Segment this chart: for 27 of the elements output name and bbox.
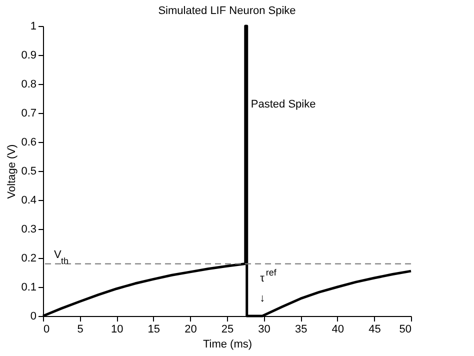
y-tick-label: 0.5 (21, 166, 36, 178)
y-tick-label: 0.7 (21, 108, 36, 120)
annotation: ↓ (260, 292, 266, 305)
x-tick-label: 35 (294, 324, 308, 336)
x-tick-label: 45 (368, 324, 381, 336)
x-tick-label: 30 (258, 324, 270, 336)
x-tick-label: 25 (221, 324, 234, 336)
annotation: Pasted Spike (250, 98, 316, 110)
x-tick-label: 15 (148, 324, 160, 336)
y-tick-label: 0.6 (21, 136, 36, 148)
x-tick-label: 5 (77, 324, 84, 336)
x-tick-label: 40 (332, 324, 344, 336)
y-tick-label: 1 (30, 20, 36, 32)
x-axis-title: Time (ms) (202, 338, 252, 350)
y-tick-label: 0.3 (21, 224, 36, 236)
x-tick-label: 0 (44, 324, 50, 336)
y-tick-label: 0.9 (21, 50, 36, 62)
y-tick-label: 0.4 (21, 194, 36, 206)
x-tick-label: 20 (184, 324, 197, 336)
x-tick-label: 10 (110, 324, 124, 336)
chart-title: Simulated LIF Neuron Spike (158, 5, 296, 17)
y-tick-label: 0 (30, 310, 36, 322)
y-axis-title: Voltage (V) (6, 144, 18, 199)
x-tick-label: 50 (399, 324, 412, 336)
y-tick-label: 0.8 (21, 78, 36, 90)
y-tick-label: 0.2 (21, 252, 36, 264)
y-tick-label: 0.1 (21, 282, 36, 294)
